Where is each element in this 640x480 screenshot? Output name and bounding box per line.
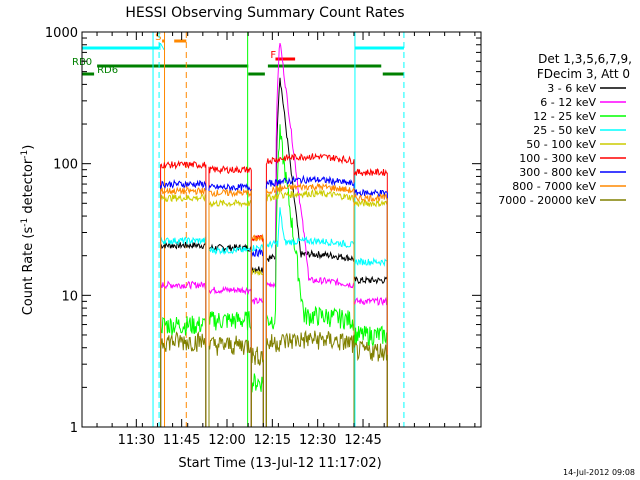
- x-tick-label: 11:45: [163, 433, 200, 448]
- y-axis-ticks: 1 10 100 1000: [45, 26, 481, 436]
- legend-label: 100 - 300 keV: [519, 152, 596, 165]
- series-line: [160, 329, 388, 427]
- event-lines-layer: [152, 32, 405, 427]
- y-axis-label-exponent: -1: [20, 218, 30, 227]
- legend-header: FDecim 3, Att 0: [537, 67, 630, 81]
- x-tick-label: 12:30: [299, 433, 336, 448]
- flag-label: F: [270, 50, 276, 61]
- x-tick-label: 12:15: [254, 433, 291, 448]
- series-line: [160, 124, 388, 427]
- timestamp: 14-Jul-2012 09:08: [563, 468, 635, 477]
- series-line: [160, 42, 388, 427]
- x-axis-ticks: 11:30 11:45 12:00 12:15 12:30 12:45: [96, 32, 476, 448]
- legend-label: 25 - 50 keV: [533, 124, 596, 137]
- legend-label: 6 - 12 keV: [540, 96, 596, 109]
- y-tick-label: 1: [70, 421, 78, 436]
- y-axis-label: Count Rate (s-1 detector-1): [20, 145, 36, 316]
- flag-label: RD6: [97, 65, 118, 76]
- flag-label: N: [158, 42, 165, 53]
- y-axis-label-part: detector: [21, 158, 36, 218]
- legend-label: 300 - 800 keV: [519, 166, 596, 179]
- legend-header: Det 1,3,5,6,7,9,: [538, 52, 632, 66]
- flag-label: S: [155, 32, 161, 43]
- y-tick-label: 1000: [45, 26, 78, 41]
- series-layer: [160, 42, 388, 427]
- legend-label: 50 - 100 keV: [526, 138, 596, 151]
- y-tick-label: 100: [53, 158, 78, 173]
- legend-label: 800 - 7000 keV: [512, 180, 596, 193]
- series-line: [160, 207, 388, 427]
- x-tick-label: 12:45: [344, 433, 381, 448]
- y-axis-label-exponent: -1: [20, 150, 30, 159]
- y-axis-label-part: ): [21, 145, 36, 150]
- x-tick-label: 11:30: [118, 433, 155, 448]
- x-axis-label: Start Time (13-Jul-12 11:17:02): [178, 456, 381, 471]
- legend-label: 7000 - 20000 keV: [498, 194, 596, 207]
- chart-title: HESSI Observing Summary Count Rates: [125, 5, 404, 21]
- series-line: [160, 77, 388, 427]
- series-line: [160, 181, 388, 427]
- legend-label: 3 - 6 keV: [547, 82, 596, 95]
- legend-label: 12 - 25 keV: [533, 110, 596, 123]
- x-tick-label: 12:00: [208, 433, 245, 448]
- series-line: [160, 174, 388, 427]
- series-line: [160, 182, 388, 427]
- y-tick-label: 10: [61, 289, 78, 304]
- y-axis-label-part: Count Rate (s: [21, 227, 36, 316]
- plot-frame: [81, 31, 482, 428]
